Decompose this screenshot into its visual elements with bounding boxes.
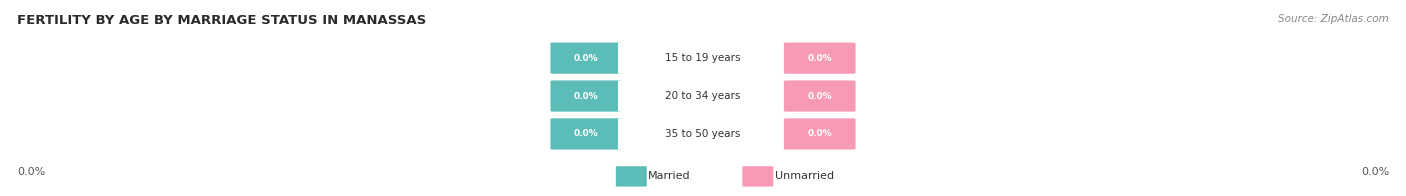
Text: FERTILITY BY AGE BY MARRIAGE STATUS IN MANASSAS: FERTILITY BY AGE BY MARRIAGE STATUS IN M… <box>17 14 426 27</box>
Text: 0.0%: 0.0% <box>574 129 599 138</box>
Text: 0.0%: 0.0% <box>574 92 599 101</box>
Text: 0.0%: 0.0% <box>807 129 832 138</box>
Text: Source: ZipAtlas.com: Source: ZipAtlas.com <box>1278 14 1389 24</box>
Text: 20 to 34 years: 20 to 34 years <box>665 91 741 101</box>
Text: Unmarried: Unmarried <box>775 171 834 181</box>
Text: Married: Married <box>648 171 690 181</box>
Text: 15 to 19 years: 15 to 19 years <box>665 53 741 63</box>
Text: 0.0%: 0.0% <box>17 167 45 177</box>
Text: 0.0%: 0.0% <box>807 92 832 101</box>
Text: 35 to 50 years: 35 to 50 years <box>665 129 741 139</box>
Text: 0.0%: 0.0% <box>574 54 599 63</box>
Text: 0.0%: 0.0% <box>807 54 832 63</box>
Text: 0.0%: 0.0% <box>1361 167 1389 177</box>
